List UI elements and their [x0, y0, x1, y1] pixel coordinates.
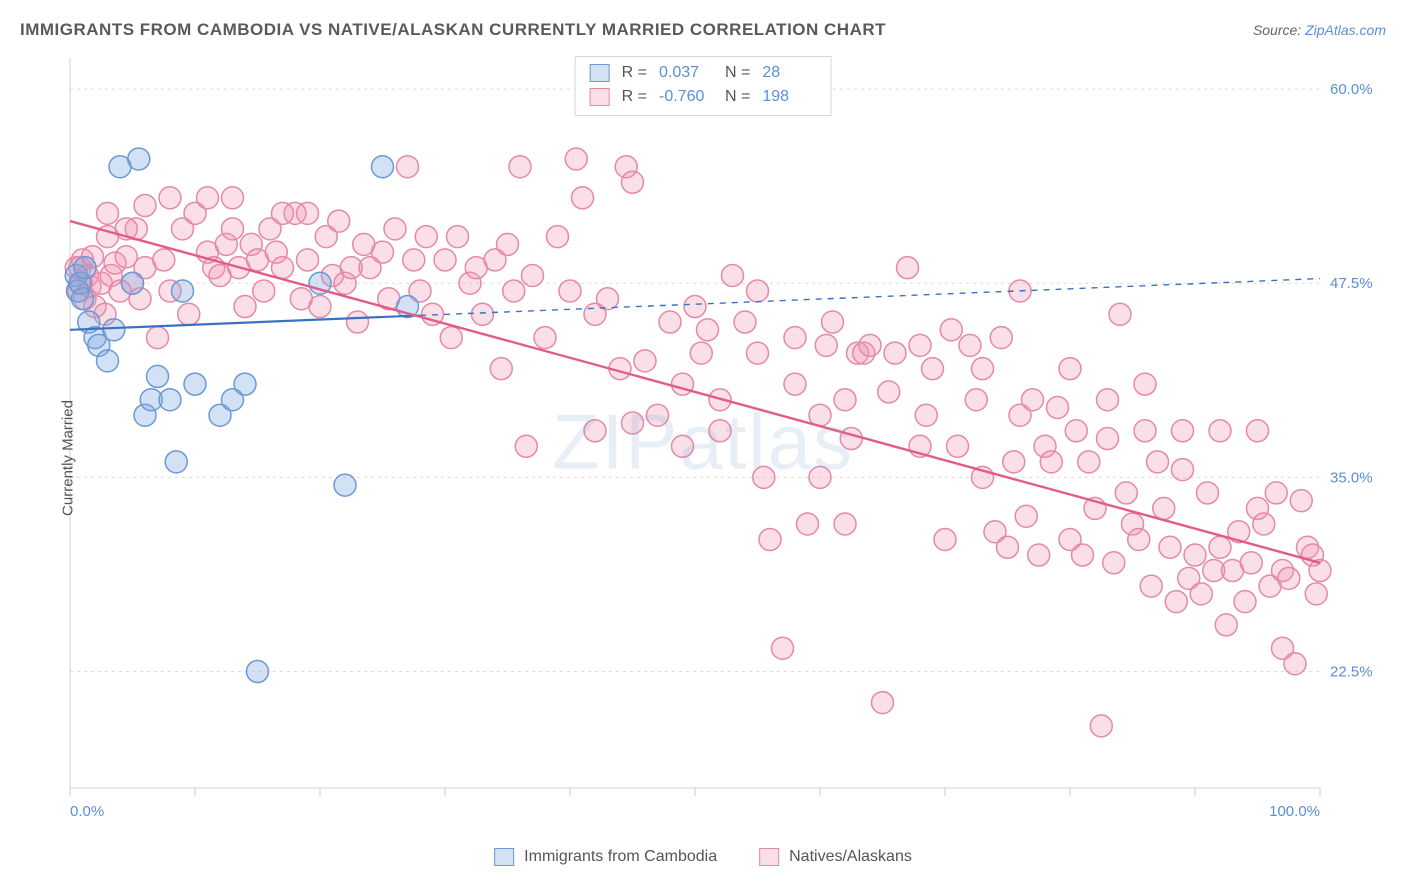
source: Source: ZipAtlas.com [1253, 22, 1386, 38]
source-link[interactable]: ZipAtlas.com [1305, 22, 1386, 38]
n-label: N = [725, 85, 750, 109]
r-label: R = [622, 85, 647, 109]
svg-text:0.0%: 0.0% [70, 803, 104, 820]
svg-text:35.0%: 35.0% [1330, 469, 1373, 486]
swatch-series1 [590, 64, 610, 82]
series1-name: Immigrants from Cambodia [524, 848, 717, 866]
scatter-chart: 22.5% 35.0% 47.5% 60.0% 0.0% 100.0% [20, 48, 1386, 838]
svg-text:47.5%: 47.5% [1330, 275, 1373, 292]
r-value-series1: 0.037 [659, 61, 713, 85]
n-value-series2: 198 [762, 85, 816, 109]
legend-row-series1: R = 0.037 N = 28 [590, 61, 817, 85]
chart-title: IMMIGRANTS FROM CAMBODIA VS NATIVE/ALASK… [20, 20, 886, 40]
series2-name: Natives/Alaskans [789, 848, 912, 866]
header: IMMIGRANTS FROM CAMBODIA VS NATIVE/ALASK… [20, 20, 1386, 40]
legend-item-series1: Immigrants from Cambodia [494, 848, 717, 866]
n-label: N = [725, 61, 750, 85]
source-prefix: Source: [1253, 22, 1305, 38]
correlation-legend: R = 0.037 N = 28 R = -0.760 N = 198 [575, 56, 832, 116]
series-legend: Immigrants from Cambodia Natives/Alaskan… [494, 848, 912, 866]
swatch-series2-bottom [759, 848, 779, 866]
svg-text:100.0%: 100.0% [1269, 803, 1320, 820]
y-axis-label: Currently Married [59, 400, 76, 516]
n-value-series1: 28 [762, 61, 816, 85]
r-value-series2: -0.760 [659, 85, 713, 109]
svg-text:60.0%: 60.0% [1330, 81, 1373, 98]
svg-text:22.5%: 22.5% [1330, 664, 1373, 681]
chart-container: Currently Married 22.5% 35.0% 47.5% 60.0% 0.… [20, 48, 1386, 868]
legend-row-series2: R = -0.760 N = 198 [590, 85, 817, 109]
legend-item-series2: Natives/Alaskans [759, 848, 912, 866]
swatch-series1-bottom [494, 848, 514, 866]
r-label: R = [622, 61, 647, 85]
swatch-series2 [590, 88, 610, 106]
